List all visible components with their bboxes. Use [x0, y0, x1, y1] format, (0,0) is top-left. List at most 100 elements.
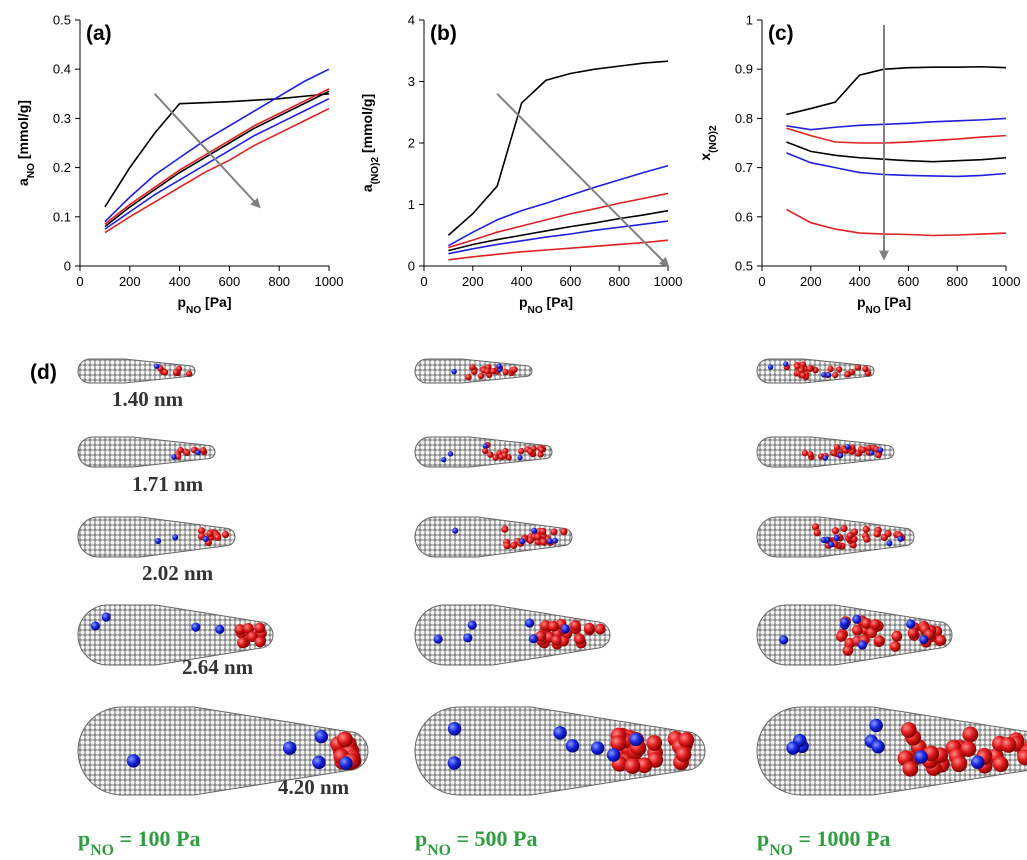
nanotube	[77, 604, 274, 666]
x-axis-title: pNO [Pa]	[857, 294, 911, 316]
arrow	[496, 93, 670, 268]
blue-molecule	[906, 619, 916, 629]
series-line	[104, 98, 330, 230]
blue-molecule	[871, 739, 885, 754]
x-tick-label: 0	[758, 274, 765, 289]
red-molecule	[646, 735, 663, 751]
red-molecule	[854, 364, 862, 371]
red-molecule	[675, 746, 692, 763]
blue-molecule	[451, 368, 457, 375]
y-tick-label: 0	[64, 259, 71, 274]
text-part: p	[177, 294, 186, 310]
diameter-label: 1.40 nm	[112, 387, 184, 411]
blue-molecule	[606, 748, 621, 762]
red-molecule	[221, 530, 230, 539]
red-molecule	[510, 541, 518, 550]
text-part: p	[78, 826, 90, 851]
red-molecule	[891, 630, 903, 642]
series-line	[104, 68, 330, 223]
y-tick-label: 0	[408, 259, 415, 274]
x-tick-label: 400	[511, 274, 533, 289]
x-tick-label: 1000	[315, 274, 344, 289]
panel-label: (a)	[86, 22, 112, 45]
red-molecule	[842, 645, 854, 656]
red-molecule	[490, 367, 497, 375]
red-molecule	[844, 371, 851, 378]
y-axis-title: aNO [mmol/g]	[15, 100, 37, 186]
red-molecule	[962, 726, 979, 743]
red-molecule	[484, 368, 491, 375]
red-molecule	[197, 527, 206, 535]
red-molecule	[540, 620, 551, 631]
red-molecule	[547, 620, 559, 632]
y-tick-label: 3	[408, 74, 415, 89]
red-molecule	[860, 618, 872, 629]
red-molecule	[594, 623, 606, 635]
x-tick-label: 600	[560, 274, 582, 289]
blue-molecule	[172, 534, 179, 541]
red-molecule	[846, 532, 854, 540]
text-part: [mmol/g]	[15, 100, 31, 163]
red-molecule	[254, 622, 266, 634]
x-tick-label: 600	[219, 274, 241, 289]
y-axis-title: x(NO)2	[697, 125, 719, 161]
y-axis-title: a(NO)2 [mmol/g]	[359, 94, 381, 192]
diameter-label: 2.02 nm	[142, 561, 214, 585]
red-molecule	[501, 452, 508, 459]
blue-molecule	[101, 612, 111, 622]
red-molecule	[794, 363, 801, 370]
red-molecule	[610, 735, 627, 752]
blue-molecule	[919, 634, 929, 645]
red-molecule	[518, 447, 525, 455]
red-molecule	[539, 527, 547, 535]
blue-molecule	[828, 541, 835, 548]
red-molecule	[873, 530, 881, 538]
text-part: p	[415, 826, 427, 851]
red-molecule	[183, 449, 191, 457]
blue-molecule	[440, 456, 447, 463]
series-line	[448, 192, 669, 249]
red-molecule	[884, 530, 892, 538]
red-molecule	[833, 444, 841, 451]
red-molecule	[206, 529, 214, 538]
blue-molecule	[154, 538, 162, 545]
red-molecule	[874, 635, 885, 647]
x-tick-label: 800	[946, 274, 968, 289]
text-part: [Pa]	[881, 294, 911, 310]
pressure-label: pNO = 100 Pa	[78, 826, 200, 859]
blue-molecule	[447, 451, 454, 457]
red-molecule	[534, 533, 542, 541]
blue-molecule	[531, 527, 538, 534]
blue-molecule	[126, 754, 141, 768]
y-tick-label: 1	[746, 13, 753, 28]
red-molecule	[863, 535, 871, 543]
blue-molecule	[546, 538, 553, 545]
series-line	[104, 93, 330, 208]
blue-molecule	[852, 614, 862, 624]
x-tick-label: 200	[119, 274, 141, 289]
x-tick-label: 800	[608, 274, 630, 289]
blue-molecule	[970, 755, 985, 769]
red-molecule	[951, 755, 968, 772]
red-molecule	[550, 528, 558, 536]
blue-molecule	[767, 364, 774, 370]
red-molecule	[487, 451, 494, 458]
blue-molecule	[525, 618, 535, 628]
blue-molecule	[837, 452, 844, 459]
blue-molecule	[857, 640, 867, 650]
panel-label: (d)	[30, 361, 57, 384]
red-molecule	[865, 444, 873, 452]
y-tick-label: 0.9	[735, 62, 753, 77]
x-tick-label: 800	[268, 274, 290, 289]
red-molecule	[902, 760, 919, 777]
text-part: NO	[427, 842, 451, 859]
blue-molecule	[202, 535, 209, 543]
text-part: p	[519, 294, 528, 310]
blue-molecule	[826, 372, 832, 378]
red-molecule	[540, 538, 548, 546]
blue-molecule	[844, 444, 851, 450]
red-molecule	[503, 542, 511, 550]
red-molecule	[502, 368, 509, 376]
red-molecule	[840, 524, 848, 533]
